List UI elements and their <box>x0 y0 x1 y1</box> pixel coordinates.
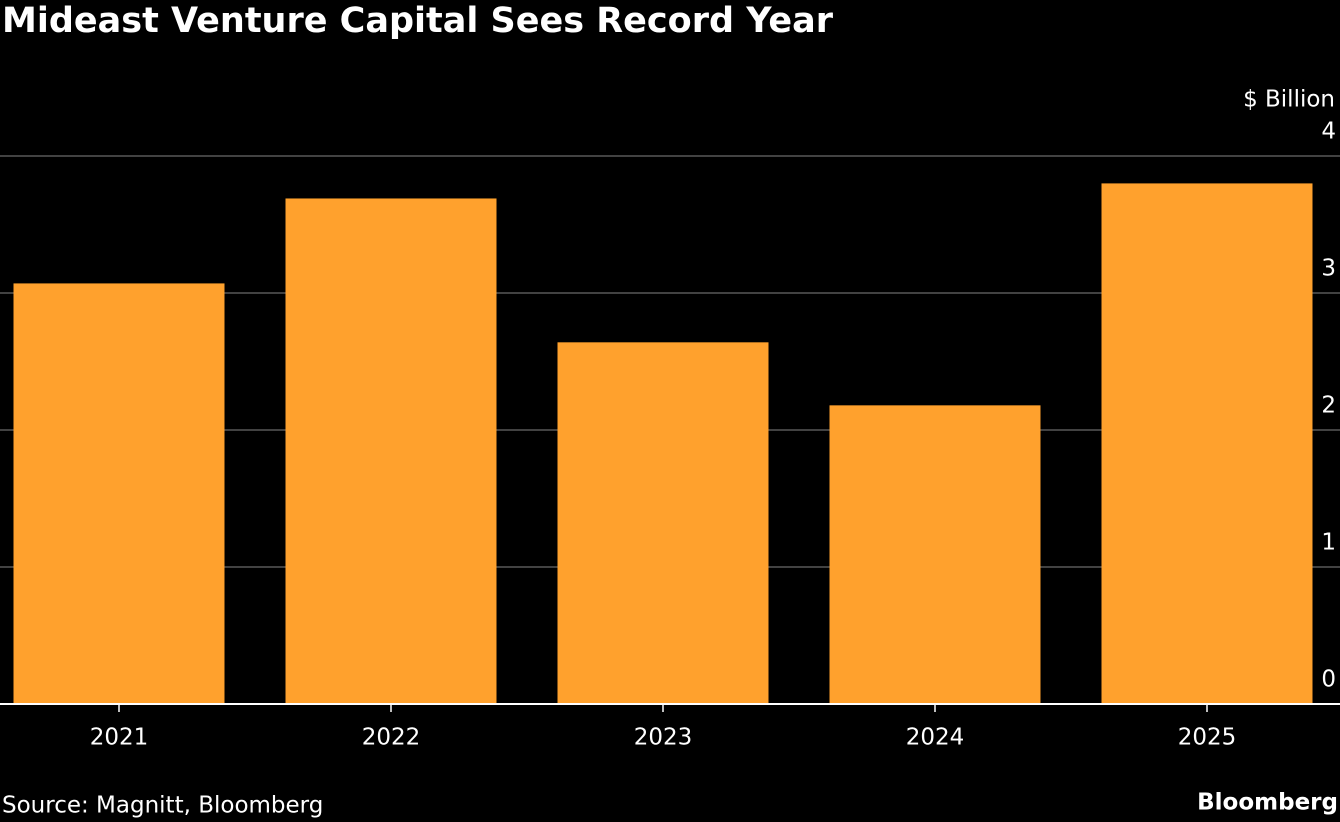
y-tick-label: 4 <box>1321 119 1336 145</box>
source: Source: Magnitt, Bloomberg <box>2 793 323 819</box>
bar <box>13 283 225 704</box>
x-tick-label: 2023 <box>634 725 693 751</box>
y-tick-label: 0 <box>1321 667 1336 693</box>
y-tick-label: 1 <box>1321 530 1336 556</box>
y-axis-label: $ Billion <box>1243 87 1335 113</box>
bar <box>557 342 769 704</box>
x-tick-label: 2022 <box>362 725 421 751</box>
x-tick-label: 2024 <box>906 725 965 751</box>
bar <box>285 198 497 704</box>
chart-title: Mideast Venture Capital Sees Record Year <box>2 1 834 41</box>
x-tick-label: 2025 <box>1178 725 1237 751</box>
y-tick-label: 2 <box>1321 393 1336 419</box>
bar <box>829 405 1041 704</box>
x-tick-label: 2021 <box>90 725 149 751</box>
bar <box>1101 183 1313 704</box>
brand: Bloomberg <box>1197 790 1338 816</box>
y-tick-label: 3 <box>1321 256 1336 282</box>
